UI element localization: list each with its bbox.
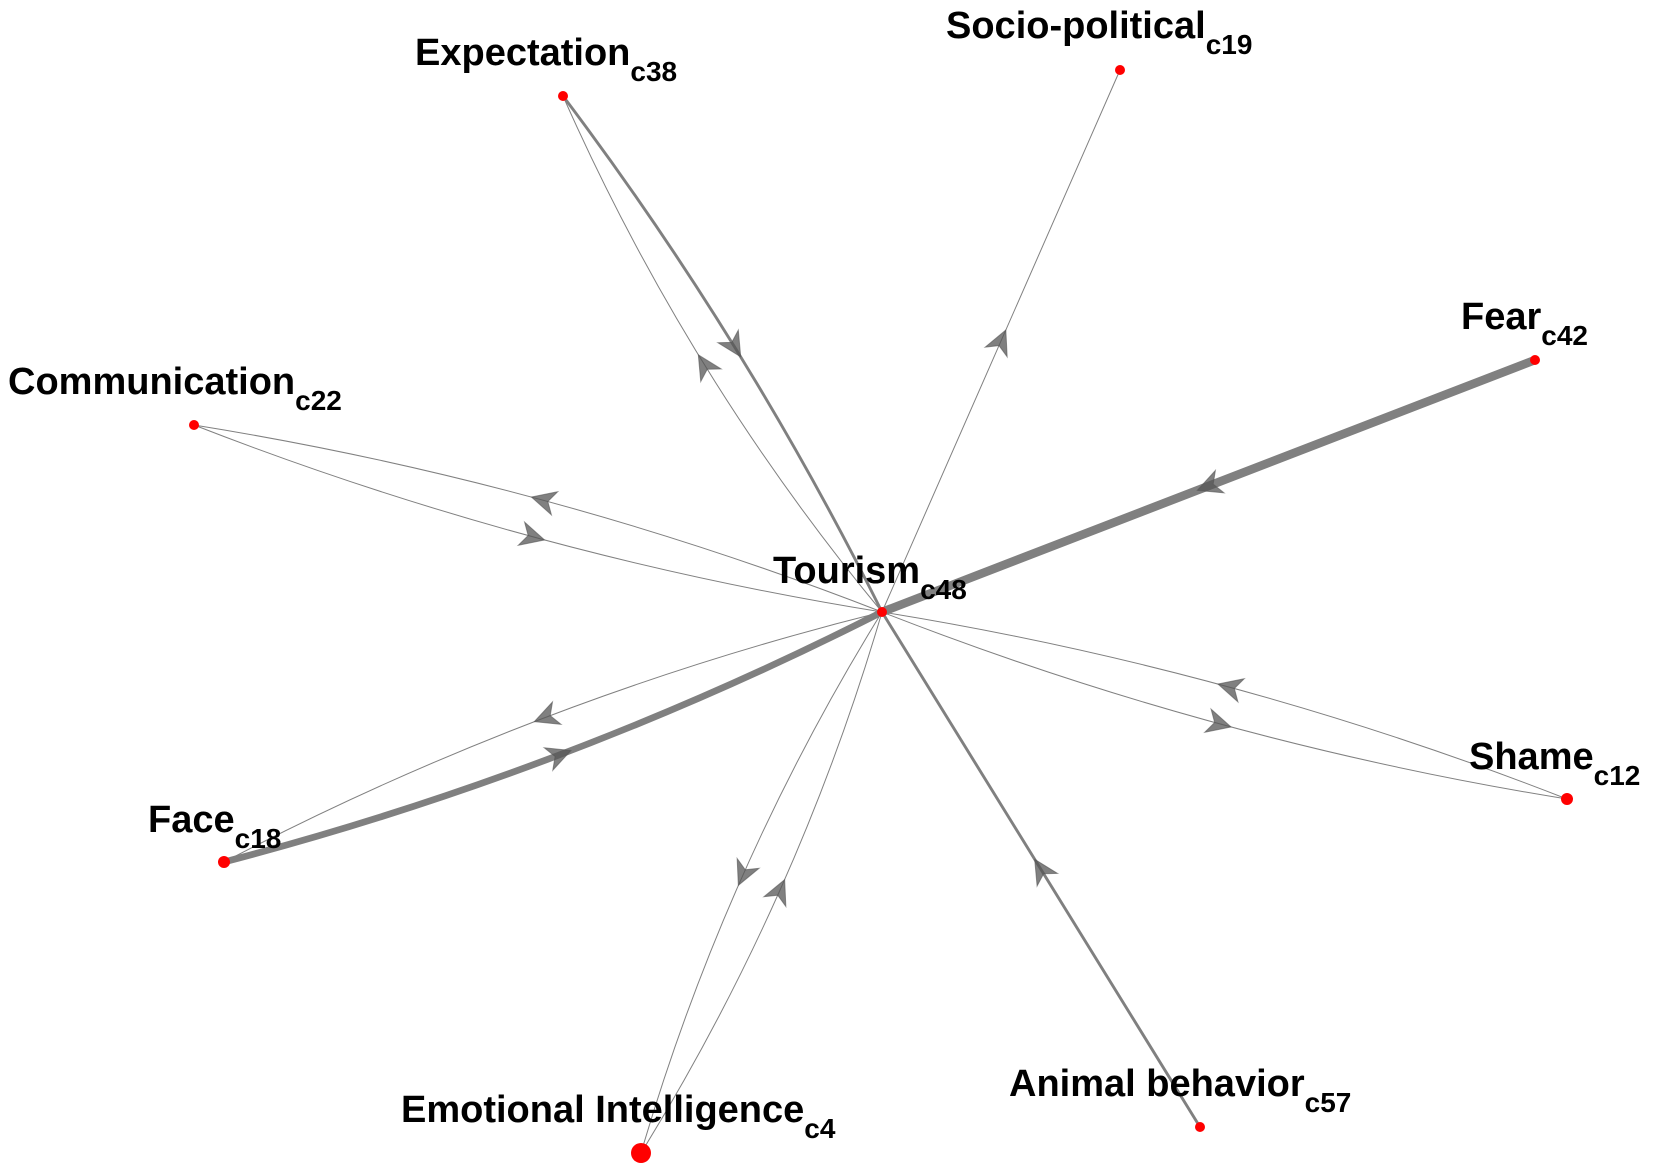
- node-label-expectation: Expectationc38: [415, 32, 677, 87]
- node-label-face-code: c18: [235, 823, 282, 854]
- node-label-communication-code: c22: [295, 385, 342, 416]
- node-label-tourism-code: c48: [920, 574, 967, 605]
- edge-emotional-to-tourism: [640, 611, 883, 1154]
- node-communication[interactable]: [189, 420, 199, 430]
- node-label-shame-code: c12: [1594, 760, 1641, 791]
- node-label-communication-name: Communication: [8, 361, 295, 403]
- node-label-animal-name: Animal behavior: [1009, 1063, 1305, 1105]
- node-label-emotional: Emotional Intelligencec4: [401, 1089, 836, 1144]
- edge-shame-to-tourism: [881, 611, 1568, 800]
- arrow-expectation-to-tourism: [716, 328, 742, 358]
- edge-expectation-to-tourism: [561, 94, 884, 614]
- arrow-tourism-to-emotional: [736, 856, 761, 887]
- node-label-fear: Fearc42: [1461, 296, 1588, 351]
- node-animal[interactable]: [1195, 1122, 1205, 1132]
- edges-layer: [193, 69, 1568, 1154]
- node-label-communication: Communicationc22: [8, 361, 342, 416]
- arrow-tourism-to-shame: [1203, 707, 1233, 734]
- node-expectation[interactable]: [558, 91, 568, 101]
- node-label-expectation-name: Expectation: [415, 32, 630, 74]
- edge-face-to-tourism: [220, 608, 886, 866]
- node-fear[interactable]: [1530, 355, 1540, 365]
- node-label-shame: Shamec12: [1469, 736, 1640, 791]
- node-label-emotional-code: c4: [804, 1113, 836, 1144]
- node-sociopolitical[interactable]: [1115, 65, 1125, 75]
- arrow-tourism-to-face: [533, 700, 563, 725]
- arrow-tourism-to-expectation: [697, 353, 723, 384]
- node-label-animal: Animal behaviorc57: [1009, 1063, 1351, 1118]
- arrow-emotional-to-tourism: [762, 878, 787, 909]
- arrow-tourism-to-communication: [530, 490, 560, 517]
- node-tourism[interactable]: [877, 607, 887, 617]
- nodes-layer: [189, 65, 1573, 1163]
- labels-layer: Tourismc48Expectationc38Socio-politicalc…: [8, 5, 1640, 1144]
- node-label-tourism-name: Tourism: [773, 550, 920, 592]
- node-label-expectation-code: c38: [630, 56, 677, 87]
- node-label-shame-name: Shame: [1469, 736, 1594, 778]
- node-label-animal-code: c57: [1305, 1087, 1352, 1118]
- node-label-sociopolitical-name: Socio-political: [946, 5, 1206, 47]
- node-emotional[interactable]: [631, 1143, 651, 1163]
- arrow-communication-to-tourism: [516, 520, 546, 547]
- arrow-fear-to-tourism: [1196, 468, 1226, 494]
- node-shame[interactable]: [1561, 793, 1573, 805]
- edge-tourism-to-face: [223, 611, 883, 863]
- node-face[interactable]: [218, 856, 230, 868]
- node-label-emotional-name: Emotional Intelligence: [401, 1089, 804, 1131]
- node-label-face-name: Face: [148, 799, 235, 841]
- node-label-sociopolitical: Socio-politicalc19: [946, 5, 1252, 60]
- arrow-shame-to-tourism: [1216, 677, 1246, 704]
- node-label-sociopolitical-code: c19: [1206, 29, 1253, 60]
- node-label-fear-code: c42: [1541, 320, 1588, 351]
- arrow-tourism-to-sociopolitical: [983, 328, 1008, 359]
- edge-tourism-to-emotional: [640, 611, 883, 1154]
- node-label-fear-name: Fear: [1461, 296, 1541, 338]
- arrow-animal-to-tourism: [1034, 858, 1060, 888]
- edge-tourism-to-expectation: [562, 95, 883, 613]
- node-label-tourism: Tourismc48: [773, 550, 967, 605]
- arrow-face-to-tourism: [542, 747, 573, 772]
- edge-tourism-to-shame: [881, 611, 1568, 800]
- node-label-face: Facec18: [148, 799, 281, 854]
